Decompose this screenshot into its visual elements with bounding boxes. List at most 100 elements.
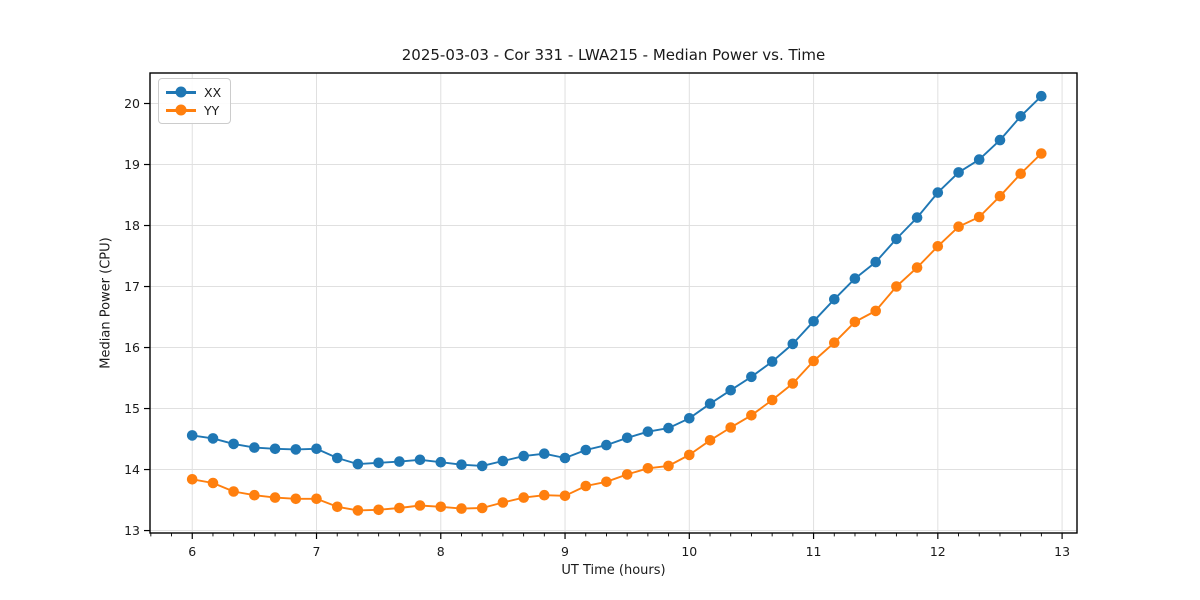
- data-point-marker: [808, 355, 819, 367]
- y-tick-label: 18: [124, 218, 140, 233]
- data-point-marker: [435, 456, 447, 468]
- data-point-marker: [332, 501, 343, 513]
- data-point-marker: [228, 486, 239, 497]
- data-point-marker: [870, 305, 881, 317]
- data-point-marker: [269, 443, 281, 455]
- data-point-marker: [249, 442, 260, 453]
- data-point-marker: [497, 497, 509, 508]
- data-point-marker: [911, 262, 923, 273]
- legend-label-yy: YY: [204, 102, 220, 118]
- data-point-marker: [787, 378, 799, 389]
- data-point-marker: [311, 493, 322, 505]
- data-point-marker: [704, 435, 716, 446]
- data-point-marker: [352, 505, 364, 516]
- series-yy: [186, 148, 1047, 516]
- data-point-marker: [684, 413, 695, 424]
- data-point-marker: [994, 190, 1006, 202]
- data-point-marker: [849, 273, 861, 284]
- data-point-marker: [787, 338, 799, 350]
- data-point-marker: [456, 459, 467, 471]
- data-point-marker: [373, 457, 384, 469]
- plot-border: [149, 72, 1078, 534]
- x-tick-label: 12: [930, 544, 946, 559]
- data-point-marker: [207, 477, 219, 489]
- data-point-marker: [973, 154, 985, 165]
- series-xx: [186, 90, 1047, 472]
- data-point-marker: [891, 233, 902, 245]
- series-line: [191, 95, 1043, 467]
- data-point-marker: [994, 134, 1006, 146]
- y-tick-label: 19: [124, 157, 140, 172]
- data-point-marker: [332, 452, 343, 464]
- data-point-marker: [497, 455, 509, 467]
- data-point-marker: [621, 432, 633, 444]
- y-tick-label: 20: [124, 96, 140, 111]
- y-tick-label: 13: [124, 523, 140, 538]
- data-point-marker: [1015, 111, 1026, 122]
- legend-line-marker-icon: [166, 86, 196, 98]
- data-point-marker: [311, 443, 322, 455]
- data-point-marker: [684, 449, 695, 461]
- data-point-marker: [476, 460, 488, 472]
- data-point-marker: [642, 463, 654, 474]
- data-point-marker: [414, 500, 426, 511]
- axis-ticks: 6 7 8 9 10 11 12 13 13 14 15 16 17 18 19 20: [124, 96, 1070, 559]
- data-point-marker: [829, 337, 840, 349]
- legend-line-marker-icon: [166, 104, 196, 116]
- data-point-marker: [580, 444, 592, 456]
- data-point-marker: [228, 438, 239, 450]
- data-point-marker: [870, 256, 881, 268]
- data-point-marker: [414, 454, 426, 466]
- data-point-marker: [207, 433, 219, 444]
- data-point-marker: [1036, 90, 1047, 102]
- series-line: [191, 152, 1043, 512]
- data-point-marker: [1036, 148, 1047, 159]
- legend: XX YY: [158, 78, 232, 124]
- data-point-marker: [621, 469, 633, 480]
- data-point-marker: [725, 384, 736, 396]
- x-tick-label: 10: [681, 544, 697, 559]
- data-point-marker: [766, 356, 778, 367]
- data-point-marker: [746, 371, 757, 383]
- legend-item-xx: XX: [166, 83, 221, 101]
- chart-title: 2025-03-03 - Cor 331 - LWA215 - Median P…: [401, 46, 826, 64]
- data-point-marker: [290, 493, 302, 505]
- legend-item-yy: YY: [166, 101, 221, 119]
- y-tick-label: 14: [124, 462, 140, 477]
- x-tick-label: 6: [188, 544, 196, 559]
- data-point-marker: [766, 394, 778, 406]
- major-gridlines: [150, 73, 1077, 533]
- x-tick-label: 8: [437, 544, 445, 559]
- data-point-marker: [373, 504, 384, 516]
- data-point-marker: [249, 489, 260, 501]
- data-point-marker: [186, 430, 198, 441]
- x-tick-label: 7: [313, 544, 321, 559]
- x-axis-label: UT Time (hours): [561, 563, 666, 578]
- legend-label-xx: XX: [204, 84, 222, 100]
- data-point-marker: [456, 503, 467, 514]
- y-tick-label: 16: [124, 340, 140, 355]
- data-point-marker: [849, 316, 861, 328]
- data-point-marker: [1015, 168, 1026, 179]
- data-point-marker: [394, 502, 405, 514]
- data-point-marker: [642, 426, 654, 438]
- data-point-marker: [973, 211, 985, 223]
- x-tick-label: 9: [561, 544, 569, 559]
- data-point-marker: [829, 294, 840, 305]
- data-point-marker: [539, 489, 550, 501]
- y-tick-label: 15: [124, 401, 140, 416]
- data-point-marker: [435, 501, 447, 513]
- y-tick-label: 17: [124, 279, 140, 294]
- data-point-marker: [932, 241, 944, 252]
- data-point-marker: [953, 167, 964, 178]
- data-point-marker: [932, 187, 944, 198]
- data-point-marker: [290, 444, 302, 455]
- data-point-marker: [746, 410, 757, 421]
- data-point-marker: [559, 490, 571, 502]
- data-point-marker: [663, 422, 674, 434]
- data-point-marker: [186, 474, 198, 485]
- x-tick-label: 13: [1054, 544, 1070, 559]
- data-point-marker: [725, 422, 736, 433]
